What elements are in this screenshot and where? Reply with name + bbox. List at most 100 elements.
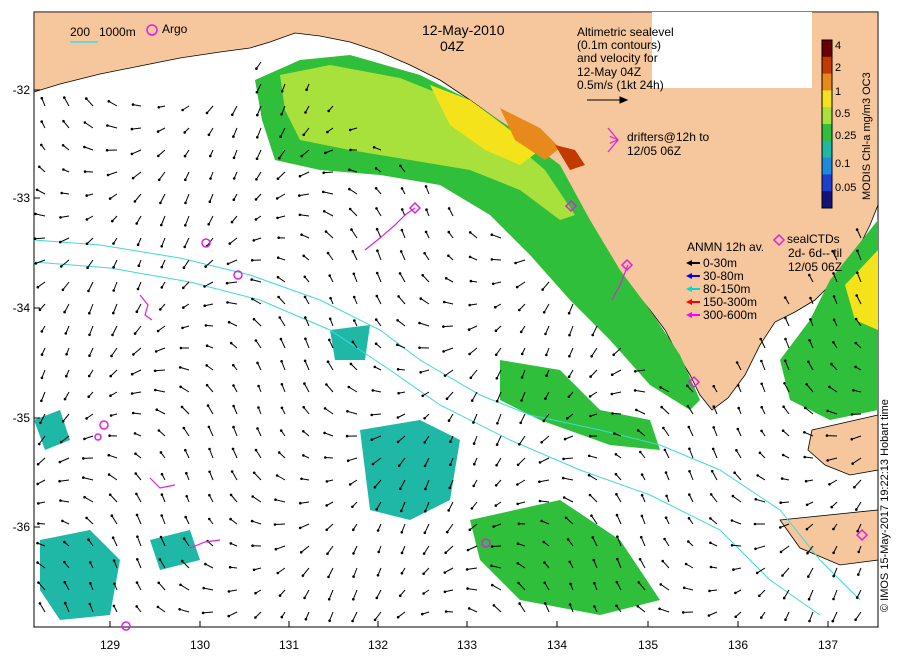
velocity-arrow: [252, 496, 262, 503]
velocity-arrowhead: [36, 482, 39, 486]
velocity-arrowhead: [373, 485, 377, 489]
velocity-arrowhead: [346, 410, 349, 413]
velocity-arrow: [376, 208, 382, 217]
velocity-arrowhead: [156, 605, 160, 609]
x-tick-label: 129: [99, 638, 121, 652]
velocity-arrow: [208, 127, 214, 136]
velocity-arrowhead: [348, 483, 352, 486]
velocity-arrow: [448, 501, 454, 511]
velocity-arrowhead: [375, 227, 379, 231]
velocity-arrow: [157, 606, 166, 613]
velocity-arrowhead: [781, 574, 784, 577]
velocity-arrowhead: [374, 187, 378, 190]
velocity-arrow: [564, 435, 574, 440]
velocity-arrowhead: [154, 350, 158, 353]
velocity-arrow: [448, 208, 454, 217]
velocity-arrowhead: [226, 301, 229, 304]
velocity-arrowhead: [422, 552, 426, 555]
velocity-arrowhead: [545, 353, 548, 357]
velocity-arrow: [228, 611, 238, 617]
velocity-arrow: [255, 340, 262, 349]
velocity-arrowhead: [34, 212, 37, 216]
velocity-arrow: [253, 472, 262, 481]
velocity-arrow: [518, 582, 526, 591]
velocity-arrowhead: [400, 509, 403, 513]
velocity-arrowhead: [61, 144, 65, 147]
velocity-arrowhead: [63, 310, 66, 314]
velocity-arrowhead: [160, 472, 164, 476]
velocity-arrowhead: [36, 541, 39, 545]
velocity-arrowhead: [830, 505, 833, 509]
velocity-arrow: [353, 567, 358, 577]
velocity-arrowhead: [209, 154, 212, 158]
y-tick-label: -35: [12, 411, 30, 425]
velocity-arrowhead: [208, 493, 211, 497]
velocity-arrow: [36, 189, 46, 195]
velocity-arrowhead: [591, 333, 594, 337]
velocity-arrow: [155, 369, 166, 372]
velocity-arrowhead: [280, 113, 283, 116]
velocity-arrow: [136, 582, 142, 591]
velocity-arrowhead: [158, 558, 162, 561]
velocity-arrowhead: [688, 447, 691, 451]
velocity-arrow: [252, 298, 262, 305]
velocity-arrowhead: [39, 421, 42, 425]
velocity-arrowhead: [543, 581, 547, 585]
velocity-arrowhead: [232, 177, 236, 180]
velocity-arrow: [399, 479, 406, 490]
velocity-arrow: [372, 389, 382, 393]
velocity-arrowhead: [468, 303, 472, 307]
x-tick-label: 133: [456, 638, 478, 652]
velocity-arrowhead: [157, 178, 161, 182]
velocity-arrow: [808, 274, 814, 283]
velocity-arrowhead: [59, 440, 63, 444]
velocity-arrowhead: [208, 470, 211, 474]
velocity-arrowhead: [804, 479, 808, 483]
velocity-arrowhead: [709, 541, 712, 545]
colorbar-tick: 0.05: [835, 182, 857, 194]
velocity-arrow: [713, 427, 718, 437]
velocity-arrowhead: [760, 405, 763, 409]
velocity-arrowhead: [784, 337, 787, 341]
velocity-arrowhead: [257, 406, 260, 409]
velocity-arrow: [685, 563, 694, 569]
velocity-arrowhead: [112, 604, 116, 608]
velocity-arrowhead: [569, 582, 572, 586]
velocity-arrowhead: [590, 355, 593, 358]
velocity-arrowhead: [255, 157, 259, 160]
velocity-arrowhead: [204, 265, 207, 268]
velocity-arrowhead: [828, 483, 831, 486]
velocity-arrowhead: [85, 417, 88, 420]
velocity-arrowhead: [444, 277, 448, 280]
velocity-arrowhead: [111, 536, 115, 539]
velocity-arrowhead: [61, 519, 64, 523]
velocity-arrowhead: [184, 515, 187, 519]
velocity-arrow: [109, 193, 118, 200]
x-tick-label: 132: [367, 638, 389, 652]
velocity-arrow: [230, 494, 238, 503]
velocity-arrow: [516, 281, 526, 288]
velocity-arrowhead: [298, 194, 301, 197]
velocity-arrow: [325, 149, 334, 154]
sealctd-legend-title: sealCTDs: [787, 232, 840, 246]
colorbar-tick: 2: [835, 62, 842, 74]
altimetry-note-line-2: (0.1m contours): [577, 38, 662, 52]
velocity-arrowhead: [154, 388, 157, 392]
velocity-arrowhead: [663, 537, 666, 541]
velocity-arrowhead: [640, 473, 644, 476]
velocity-arrowhead: [179, 583, 182, 587]
velocity-arrow: [544, 603, 550, 613]
velocity-arrowhead: [468, 528, 472, 532]
velocity-arrowhead: [112, 289, 115, 292]
velocity-arrow: [325, 231, 334, 239]
velocity-arrow: [41, 98, 46, 107]
velocity-arrowhead: [38, 308, 42, 312]
velocity-arrow: [347, 410, 358, 415]
velocity-arrow: [327, 252, 334, 261]
velocity-arrow: [303, 383, 310, 393]
velocity-arrowhead: [36, 462, 40, 466]
drifters-note-line-2: 12/05 06Z: [627, 144, 682, 158]
velocity-arrow: [86, 237, 94, 245]
velocity-arrow: [542, 281, 550, 290]
velocity-arrowhead: [660, 405, 663, 409]
